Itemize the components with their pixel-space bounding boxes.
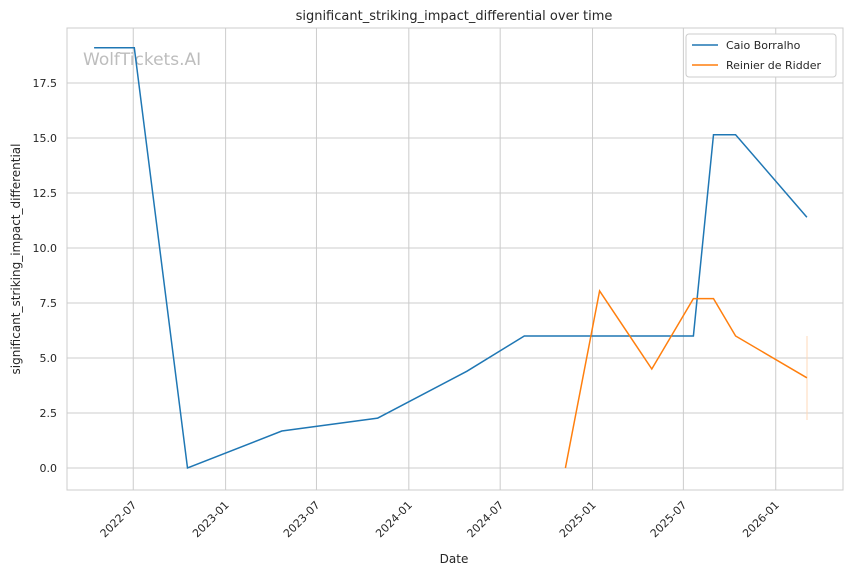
y-tick-label: 0.0 <box>40 462 58 475</box>
x-tick-label: 2024-07 <box>465 499 507 541</box>
watermark: WolfTickets.AI <box>83 50 201 70</box>
x-tick-label: 2023-07 <box>281 499 323 541</box>
legend: Caio Borralho Reinier de Ridder <box>686 34 836 77</box>
y-axis-label: significant_striking_impact_differential <box>9 144 23 375</box>
legend-label-caio-borralho: Caio Borralho <box>726 39 801 52</box>
chart-title: significant_striking_impact_differential… <box>296 9 613 24</box>
y-tick-label: 15.0 <box>33 132 58 145</box>
y-tick-label: 5.0 <box>40 352 58 365</box>
y-tick-labels: 0.0 2.5 5.0 7.5 10.0 12.5 15.0 17.5 <box>33 77 58 475</box>
series-line-caio-borralho <box>94 48 807 468</box>
x-axis-label: Date <box>440 552 469 566</box>
legend-label-reinier-de-ridder: Reinier de Ridder <box>726 59 821 72</box>
y-tick-label: 7.5 <box>40 297 58 310</box>
grid <box>67 28 843 490</box>
x-tick-labels: 2022-07 2023-01 2023-07 2024-01 2024-07 2025-… <box>98 499 782 541</box>
x-tick-label: 2025-01 <box>557 499 599 541</box>
x-tick-label: 2025-07 <box>648 499 690 541</box>
y-tick-label: 10.0 <box>33 242 58 255</box>
x-tick-label: 2024-01 <box>373 499 415 541</box>
series-line-reinier-de-ridder <box>565 291 807 468</box>
plot-frame <box>67 28 843 490</box>
x-tick-label: 2022-07 <box>98 499 140 541</box>
y-tick-label: 2.5 <box>40 407 58 420</box>
series-lines <box>94 48 807 468</box>
y-tick-label: 17.5 <box>33 77 58 90</box>
x-tick-label: 2026-01 <box>740 499 782 541</box>
x-tick-label: 2023-01 <box>190 499 232 541</box>
y-tick-label: 12.5 <box>33 187 58 200</box>
